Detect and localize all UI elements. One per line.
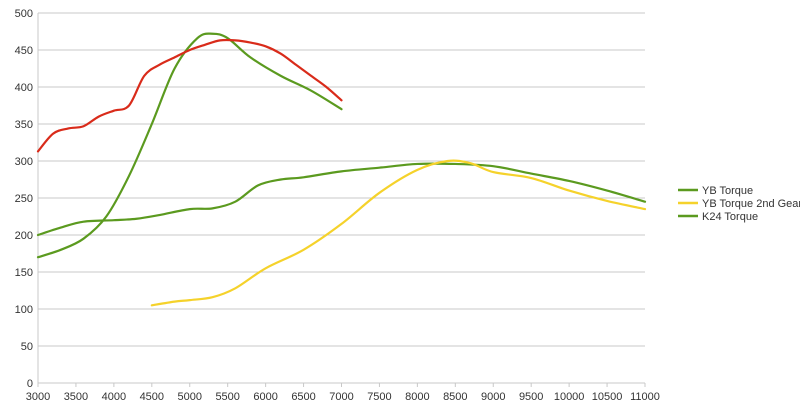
x-tick-label: 4500 [140,391,164,403]
x-tick-label: 6000 [253,391,277,403]
x-tick-label: 5500 [215,391,239,403]
x-tick-label: 3000 [26,391,50,403]
x-tick-label: 9000 [481,391,505,403]
x-tick-label: 9500 [519,391,543,403]
x-tick-label: 5000 [178,391,202,403]
y-tick-label: 300 [15,156,33,168]
x-tick-label: 6500 [291,391,315,403]
x-tick-label: 7000 [329,391,353,403]
legend-label: K24 Torque [702,211,758,223]
legend-label: YB Torque 2nd Gear [702,198,800,210]
y-tick-label: 200 [15,230,33,242]
y-tick-label: 0 [27,378,33,390]
axes: 0 50 100 150 200 250 300 350 400 450 500 3000 3500 40… [15,8,660,403]
x-tick-label: 3500 [64,391,88,403]
y-tick-label: 50 [21,341,33,353]
legend-label: YB Torque [702,185,753,197]
gridlines [38,12,645,384]
y-tick-label: 350 [15,119,33,131]
series-line-yb-torque-2nd-gear [150,159,647,307]
series-line-unlabeled [36,38,343,153]
y-tick-label: 250 [15,193,33,205]
series-line-yb-torque [36,162,647,237]
series-lines [36,32,647,307]
x-tick-label: 10500 [592,391,623,403]
x-tick-label: 11000 [630,391,660,403]
x-tick-label: 4000 [102,391,126,403]
x-tick-label: 10000 [554,391,585,403]
y-tick-label: 100 [15,304,33,316]
y-tick-label: 450 [15,45,33,57]
y-tick-label: 500 [15,8,33,20]
x-tick-label: 8000 [405,391,429,403]
y-tick-label: 400 [15,82,33,94]
y-tick-label: 150 [15,267,33,279]
series-line-k24-torque [36,32,343,259]
x-tick-label: 7500 [367,391,391,403]
x-tick-label: 8500 [443,391,467,403]
